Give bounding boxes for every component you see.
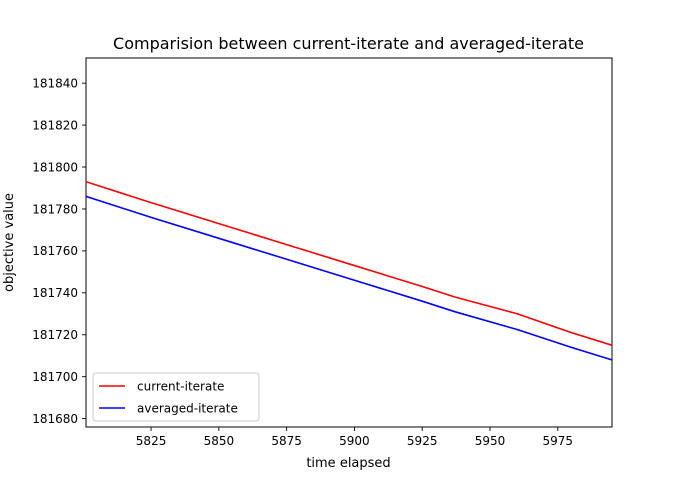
series-line-1 xyxy=(86,180,612,347)
y-tick-label: 181720 xyxy=(32,328,78,342)
x-tick-label: 5875 xyxy=(271,434,302,448)
legend: current-iterate averaged-iterate xyxy=(92,372,260,422)
x-tick-label: 5950 xyxy=(475,434,506,448)
plot-frame xyxy=(85,57,613,428)
x-axis: 5825 5850 5875 5900 5925 5950 5975 xyxy=(136,427,573,448)
x-tick-label: 5825 xyxy=(136,434,167,448)
y-tick-label: 181780 xyxy=(32,202,78,216)
legend-box xyxy=(92,372,260,422)
x-tick-label: 5925 xyxy=(407,434,438,448)
y-tick-label: 181700 xyxy=(32,370,78,384)
x-axis-label: time elapsed xyxy=(306,456,390,471)
y-axis-label: objective value xyxy=(2,193,17,292)
legend-label-2: averaged-iterate xyxy=(137,402,238,416)
y-tick-label: 181800 xyxy=(32,160,78,174)
plot-area xyxy=(85,57,613,428)
y-tick-label: 181840 xyxy=(32,76,78,90)
y-axis: 181680 181700 181720 181740 181760 181780 1818… xyxy=(32,76,86,426)
y-tick-label: 181820 xyxy=(32,118,78,132)
x-tick-label: 5900 xyxy=(339,434,370,448)
chart-title: Comparision between current-iterate and … xyxy=(113,34,584,53)
x-tick-label: 5975 xyxy=(542,434,573,448)
series-group xyxy=(86,180,612,361)
x-tick-label: 5850 xyxy=(204,434,235,448)
y-tick-label: 181680 xyxy=(32,412,78,426)
y-tick-label: 181740 xyxy=(32,286,78,300)
legend-label-1: current-iterate xyxy=(137,380,224,394)
series-line-2 xyxy=(86,195,612,361)
y-tick-label: 181760 xyxy=(32,244,78,258)
